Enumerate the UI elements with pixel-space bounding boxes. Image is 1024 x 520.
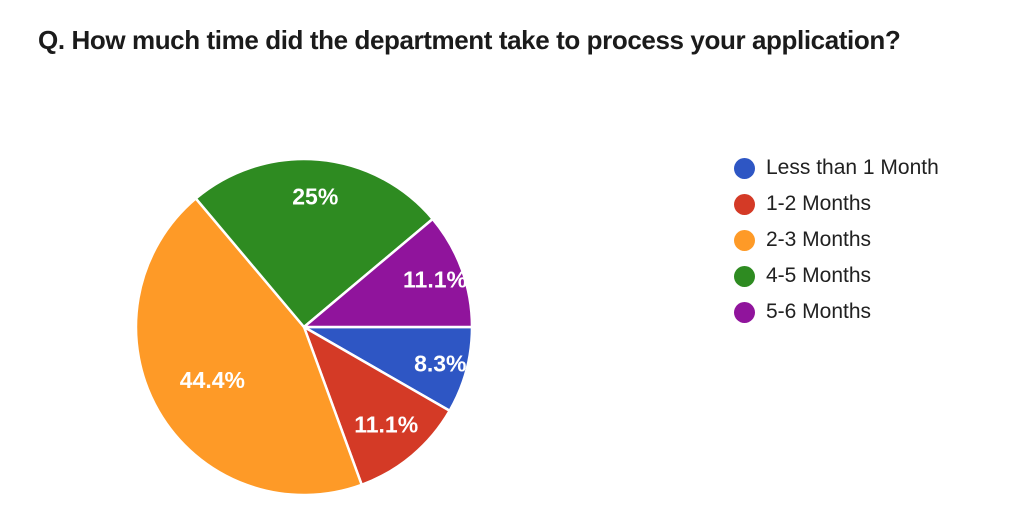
- pie-chart: 8.3% 11.1% 44.4% 25% 11.1%: [134, 157, 474, 497]
- legend-color-dot-icon: [734, 157, 755, 179]
- legend-item-1: 1-2 Months: [734, 186, 939, 222]
- legend-item-label: 4-5 Months: [766, 264, 872, 287]
- legend-color-dot-icon: [734, 265, 755, 287]
- pie-chart-area: 8.3% 11.1% 44.4% 25% 11.1%: [124, 147, 484, 507]
- pie-slice-2: [134, 197, 363, 497]
- pie-slice-percentage-label: 8.3%: [414, 350, 466, 376]
- chart-legend: Less than 1 Month 1-2 Months 2-3 Months 4-5…: [734, 150, 939, 330]
- legend-item-4: 5-6 Months: [734, 294, 939, 330]
- pie-slice-percentage-label: 44.4%: [180, 367, 245, 393]
- legend-color-dot-icon: [734, 193, 755, 215]
- pie-slice-percentage-label: 11.1%: [403, 266, 467, 292]
- pie-slice-0: [302, 325, 474, 413]
- legend-color-dot-icon: [734, 229, 755, 251]
- legend-item-3: 4-5 Months: [734, 258, 939, 294]
- legend-item-label: Less than 1 Month: [766, 156, 939, 179]
- legend-item-0: Less than 1 Month: [734, 150, 939, 186]
- pie-slice-3: [194, 157, 434, 329]
- legend-item-label: 2-3 Months: [766, 228, 872, 251]
- pie-slice-percentage-label: 11.1%: [354, 412, 418, 438]
- pie-slice-1: [302, 325, 451, 487]
- legend-item-2: 2-3 Months: [734, 222, 939, 258]
- legend-item-label: 1-2 Months: [766, 192, 872, 215]
- legend-color-dot-icon: [734, 301, 755, 323]
- pie-slice-percentage-label: 25%: [292, 183, 338, 209]
- question-title: Q. How much time did the department take…: [38, 25, 901, 55]
- pie-slice-4: [302, 217, 474, 329]
- legend-item-label: 5-6 Months: [766, 300, 872, 323]
